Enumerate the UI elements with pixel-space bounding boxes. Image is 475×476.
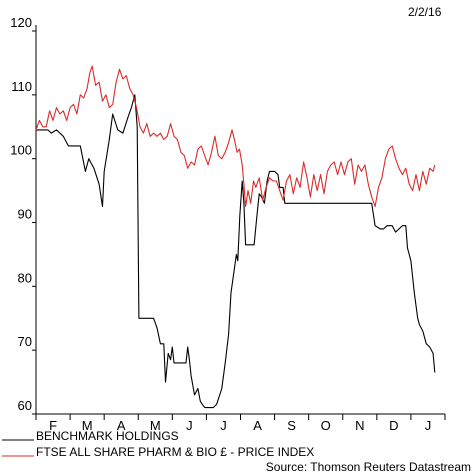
y-tick-label: 120 — [10, 15, 32, 30]
y-tick-label: 110 — [11, 79, 32, 94]
x-tick-label: S — [287, 418, 296, 433]
y-tick-label: 80 — [18, 270, 32, 285]
source-note: Source: Thomson Reuters Datastream — [266, 460, 471, 474]
date-label: 2/2/16 — [408, 5, 442, 19]
legend-label-ftse: FTSE ALL SHARE PHARM & BIO £ - PRICE IND… — [36, 445, 314, 459]
x-tick-label: O — [321, 418, 331, 433]
y-axis: 60 70 80 90 100 110 120 — [10, 15, 37, 415]
x-tick-label: M — [82, 418, 93, 433]
x-tick-label: N — [355, 418, 364, 433]
x-tick-label: F — [49, 418, 57, 433]
x-tick-label: A — [253, 418, 262, 433]
y-tick-label: 60 — [18, 398, 32, 413]
legend: BENCHMARK HOLDINGS FTSE ALL SHARE PHARM … — [2, 429, 314, 459]
legend-label-benchmark: BENCHMARK HOLDINGS — [36, 429, 179, 443]
x-tick-label: J — [425, 418, 432, 433]
x-tick-label: A — [117, 418, 126, 433]
series-line-0 — [36, 94, 436, 409]
y-tick-label: 90 — [18, 207, 32, 222]
x-tick-label: J — [220, 418, 227, 433]
x-tick-label: J — [186, 418, 193, 433]
series-layer — [35, 65, 436, 409]
x-tick-label: M — [150, 418, 161, 433]
x-tick-label: D — [389, 418, 398, 433]
series-line-1 — [35, 65, 436, 208]
y-tick-label: 70 — [18, 334, 32, 349]
y-tick-label: 100 — [10, 143, 32, 158]
